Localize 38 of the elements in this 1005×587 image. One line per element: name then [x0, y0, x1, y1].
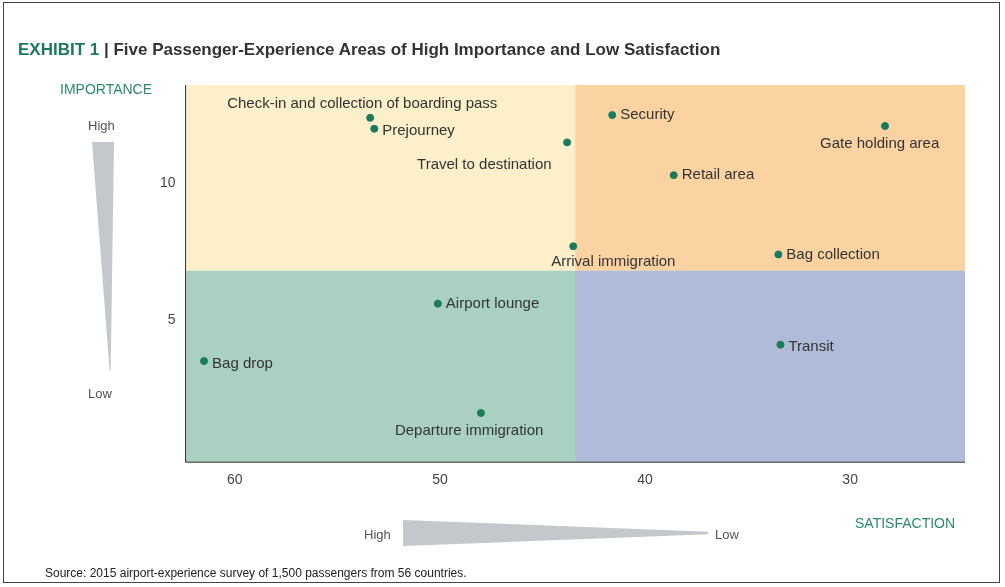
- annotation: Arrival immigration: [551, 252, 676, 270]
- point: [433, 299, 442, 308]
- annotation: Security: [620, 105, 675, 123]
- source-note: Source: 2015 airport-experience survey of 1,500 passengers from 56 countries.: [45, 566, 467, 580]
- text: High: [364, 527, 391, 542]
- chart-title: EXHIBIT 1 | Five Passenger-Experience Areas of High Importance and Low Satisfaction: [18, 40, 721, 60]
- x-tick-label: 30: [842, 471, 859, 488]
- annotation: Prejourney: [382, 120, 456, 138]
- x-axis-title: SATISFACTION: [855, 515, 956, 531]
- point: [476, 409, 485, 417]
- annotation: Travel to destination: [417, 154, 552, 172]
- y-axis-title: IMPORTANCE: [60, 81, 153, 97]
- point: [200, 357, 209, 366]
- annotation: Gate holding area: [820, 134, 940, 152]
- x-tick-label: 50: [432, 471, 448, 488]
- y-tick-label: 5: [167, 310, 176, 327]
- x-tick-label: 60: [227, 471, 243, 488]
- point: [569, 242, 578, 251]
- annotation: Bag drop: [212, 354, 273, 372]
- point: [366, 113, 375, 122]
- x-tick-label: 40: [637, 471, 654, 488]
- point: [774, 250, 783, 259]
- point: [881, 122, 890, 130]
- text: Low: [715, 527, 739, 542]
- annotation: Departure immigration: [394, 421, 544, 439]
- annotation: Transit: [788, 336, 835, 354]
- y-tick-label: 10: [159, 174, 176, 191]
- annotation: Bag collection: [786, 244, 880, 262]
- point: [370, 124, 379, 133]
- annotation: Airport lounge: [445, 293, 540, 311]
- point: [608, 111, 617, 120]
- text: Low: [88, 386, 112, 401]
- point: [669, 171, 678, 180]
- text: High: [88, 118, 115, 133]
- point: [563, 138, 572, 147]
- annotation: Check-in and collection of boarding pass: [227, 93, 498, 111]
- point: [776, 340, 785, 349]
- annotation: Retail area: [681, 165, 755, 183]
